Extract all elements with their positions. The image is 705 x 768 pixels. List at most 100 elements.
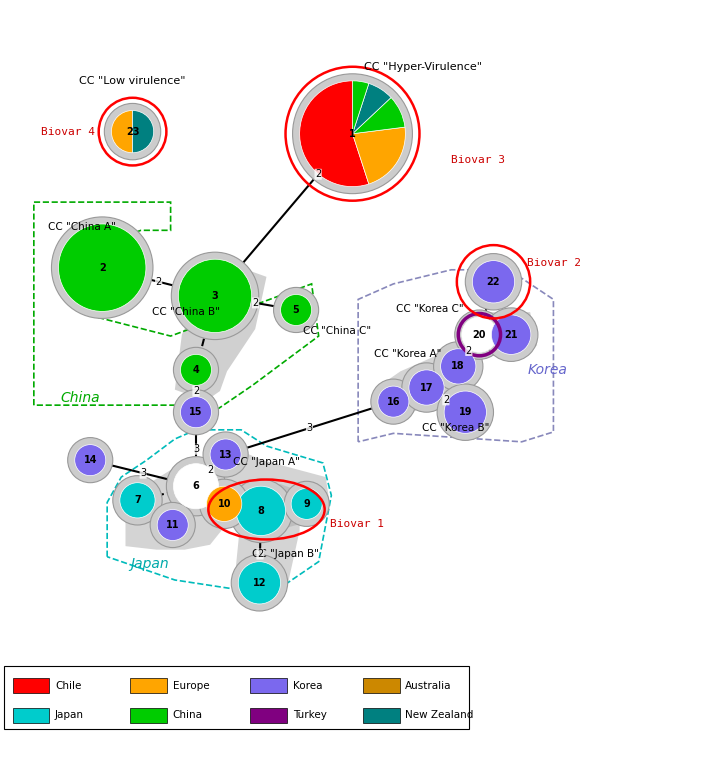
Text: 14: 14 [83,455,97,465]
Circle shape [113,475,162,525]
Circle shape [462,317,497,353]
Circle shape [434,342,483,391]
Circle shape [441,349,476,384]
Circle shape [284,482,329,526]
Text: 3: 3 [307,423,312,433]
FancyBboxPatch shape [250,678,287,694]
Circle shape [178,260,252,333]
Circle shape [104,104,161,160]
FancyBboxPatch shape [130,678,167,694]
Circle shape [402,362,451,412]
Text: Biovar 4: Biovar 4 [0,767,1,768]
FancyBboxPatch shape [250,707,287,723]
Text: Korea: Korea [293,680,322,690]
FancyBboxPatch shape [13,707,49,723]
Text: China: China [173,710,203,720]
Wedge shape [352,98,405,134]
Text: China: China [60,391,99,405]
Text: 19: 19 [458,407,472,417]
Text: 2: 2 [208,465,214,475]
Text: 23: 23 [125,127,140,137]
Text: 5: 5 [293,305,300,315]
Text: 20: 20 [472,329,486,339]
Circle shape [238,561,281,604]
Text: CC "China C": CC "China C" [303,326,372,336]
Text: Korea: Korea [527,363,568,377]
Circle shape [281,294,312,326]
Text: 2: 2 [156,276,161,286]
Text: CC "Korea A": CC "Korea A" [374,349,441,359]
Circle shape [210,439,241,470]
Text: CC "Korea C": CC "Korea C" [396,303,464,313]
Text: Biovar 1: Biovar 1 [0,767,1,768]
Text: 6: 6 [192,482,200,492]
Polygon shape [375,349,476,417]
Circle shape [293,74,412,194]
Text: CC "Korea B": CC "Korea B" [422,423,489,433]
Circle shape [455,310,504,359]
Polygon shape [234,484,300,585]
Text: 22: 22 [486,276,501,286]
Text: CC "China B": CC "China B" [152,307,219,317]
Text: 4: 4 [192,365,200,375]
Polygon shape [457,312,537,356]
Circle shape [171,252,259,339]
Text: 17: 17 [419,382,434,392]
Circle shape [200,479,249,528]
FancyBboxPatch shape [13,678,49,694]
Polygon shape [125,451,330,550]
Text: 16: 16 [386,396,400,406]
Text: 21: 21 [504,329,518,339]
Circle shape [166,457,226,516]
Circle shape [274,287,319,333]
Text: New Zealand: New Zealand [405,710,474,720]
FancyBboxPatch shape [363,678,400,694]
Circle shape [231,554,288,611]
Circle shape [180,397,211,428]
FancyBboxPatch shape [363,707,400,723]
Text: Biovar 2: Biovar 2 [527,258,582,268]
Circle shape [465,253,522,310]
Circle shape [437,384,494,440]
Text: 3: 3 [193,444,199,454]
Text: 2: 2 [99,263,106,273]
Circle shape [150,502,195,548]
Text: CC "Hyper-Virulence": CC "Hyper-Virulence" [364,62,482,72]
Text: 2: 2 [193,386,199,396]
Text: 3: 3 [212,291,219,301]
Wedge shape [133,111,154,153]
Circle shape [59,224,146,311]
Text: Chile: Chile [55,680,81,690]
Text: 3: 3 [140,468,146,478]
Text: Australia: Australia [405,680,452,690]
Circle shape [75,445,106,475]
Wedge shape [300,81,369,187]
Circle shape [157,509,188,541]
Circle shape [229,479,293,543]
Circle shape [472,260,515,303]
Text: 8: 8 [257,506,264,516]
Text: 2: 2 [443,395,449,405]
Circle shape [68,438,113,483]
Circle shape [173,389,219,435]
Text: 1: 1 [349,129,356,139]
Circle shape [203,432,248,477]
Circle shape [180,354,211,386]
Text: Biovar 3: Biovar 3 [451,155,505,165]
Text: 7: 7 [134,495,141,505]
Circle shape [378,386,409,417]
Wedge shape [111,111,133,153]
Circle shape [444,391,486,433]
Text: Japan: Japan [130,557,169,571]
Circle shape [236,486,286,535]
Text: 9: 9 [303,499,310,509]
Text: Biovar 3: Biovar 3 [0,767,1,768]
Text: 18: 18 [451,362,465,372]
Circle shape [51,217,153,319]
Text: 2: 2 [257,549,263,559]
Circle shape [207,486,242,521]
FancyBboxPatch shape [4,666,469,730]
Text: Japan: Japan [55,710,84,720]
Circle shape [491,315,531,354]
FancyBboxPatch shape [130,707,167,723]
